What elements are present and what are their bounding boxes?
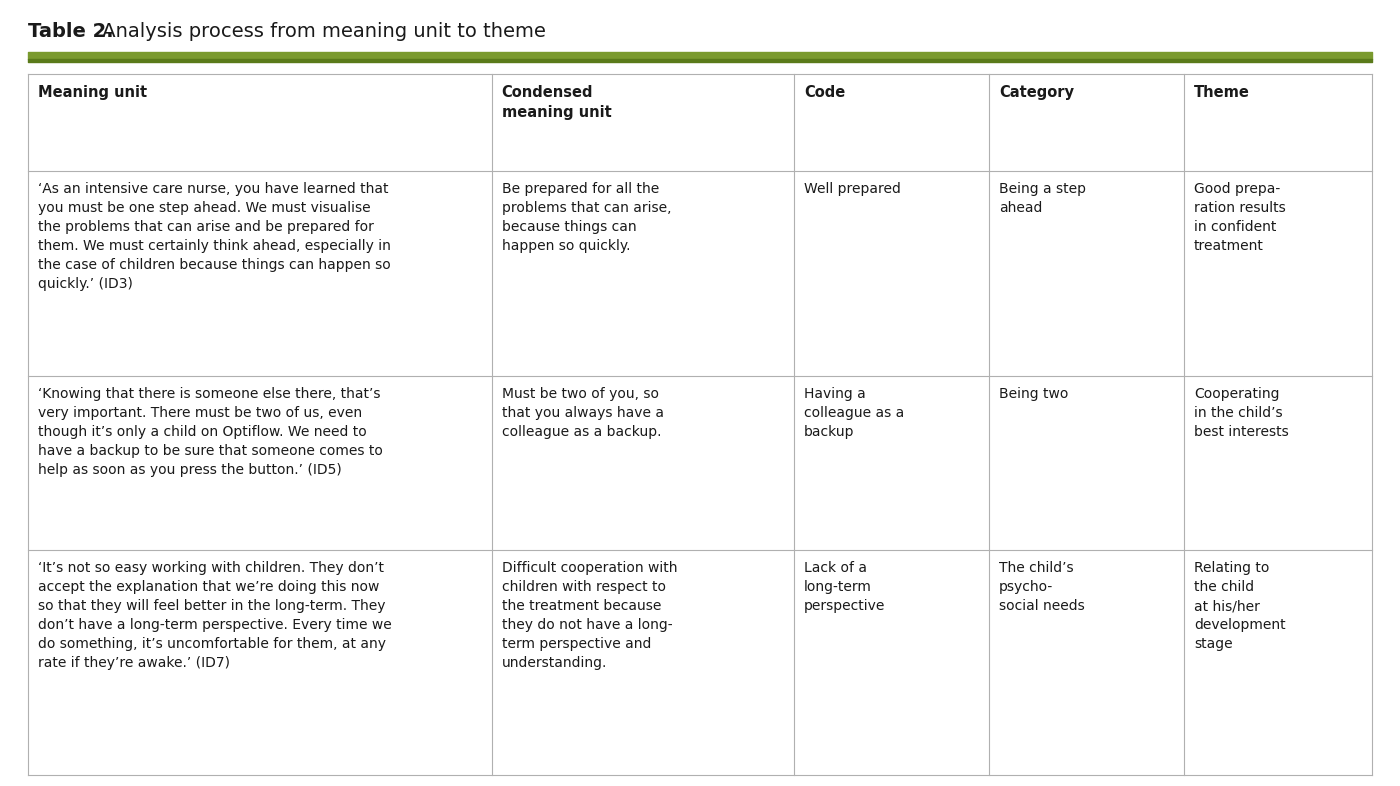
Text: Good prepa-
ration results
in confident
treatment: Good prepa- ration results in confident … [1194,182,1285,252]
Text: Having a
colleague as a
backup: Having a colleague as a backup [804,387,904,439]
Text: Analysis process from meaning unit to theme: Analysis process from meaning unit to th… [97,22,546,41]
Text: ‘It’s not so easy working with children. They don’t
accept the explanation that : ‘It’s not so easy working with children.… [38,561,392,670]
Text: Theme: Theme [1194,85,1250,100]
Text: Being a step
ahead: Being a step ahead [1000,182,1086,215]
Text: ‘Knowing that there is someone else there, that’s
very important. There must be : ‘Knowing that there is someone else ther… [38,387,382,477]
Text: The child’s
psycho-
social needs: The child’s psycho- social needs [1000,561,1085,613]
Text: Be prepared for all the
problems that can arise,
because things can
happen so qu: Be prepared for all the problems that ca… [501,182,671,252]
Text: Cooperating
in the child’s
best interests: Cooperating in the child’s best interest… [1194,387,1288,439]
Text: Well prepared: Well prepared [804,182,902,196]
Text: Code: Code [804,85,846,100]
Text: Lack of a
long-term
perspective: Lack of a long-term perspective [804,561,885,613]
Text: Category: Category [1000,85,1074,100]
Text: Being two: Being two [1000,387,1068,401]
Text: Relating to
the child
at his/her
development
stage: Relating to the child at his/her develop… [1194,561,1285,651]
Text: ‘As an intensive care nurse, you have learned that
you must be one step ahead. W: ‘As an intensive care nurse, you have le… [38,182,391,291]
Text: Condensed
meaning unit: Condensed meaning unit [501,85,612,120]
Text: Table 2.: Table 2. [28,22,113,41]
Text: Meaning unit: Meaning unit [38,85,147,100]
Text: Difficult cooperation with
children with respect to
the treatment because
they d: Difficult cooperation with children with… [501,561,678,670]
Text: Must be two of you, so
that you always have a
colleague as a backup.: Must be two of you, so that you always h… [501,387,664,439]
